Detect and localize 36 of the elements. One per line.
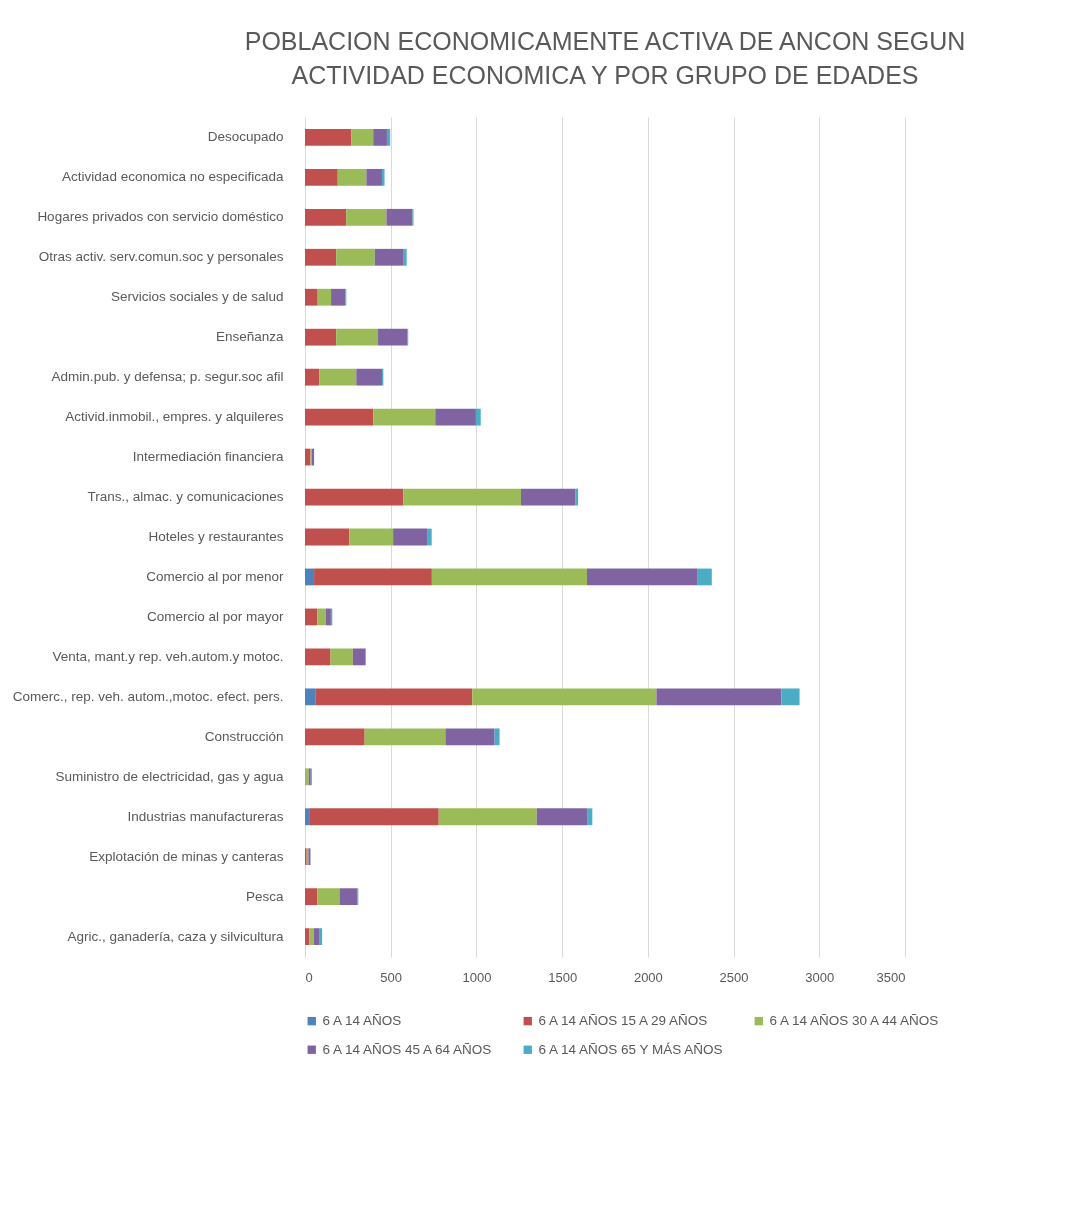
y-tick-label: Servicios sociales y de salud [110,289,284,305]
y-tick-label: Activid.inmobil., empres. y alquileres [65,409,284,425]
x-tick-label: 1500 [548,969,578,985]
y-tick-label: Explotación de minas y canteras [89,848,284,864]
y-tick-label: Hogares privados con servicio doméstico [37,209,284,225]
x-tick-label: 2000 [633,969,663,985]
y-tick-label: Construcción [204,728,284,744]
legend-label: 6 A 14 AÑOS 65 Y MÁS AÑOS [538,1041,723,1057]
y-tick-label: Actividad economica no especificada [62,169,284,185]
x-tick-label: 2500 [719,969,749,985]
y-tick-label: Suministro de electricidad, gas y agua [55,768,284,784]
legend-label: 6 A 14 AÑOS [322,1013,402,1029]
x-tick-label: 1000 [462,969,492,985]
legend-label: 6 A 14 AÑOS 15 A 29 AÑOS [538,1013,708,1029]
y-tick-label: Industrias manufactureras [127,808,284,824]
x-tick-label: 3000 [805,969,835,985]
y-tick-label: Comerc., rep. veh. autom.,motoc. efect. pers. [12,688,284,704]
y-tick-label: Trans., almac. y comunicaciones [87,489,284,505]
x-tick-label: 500 [380,969,403,985]
text: ACTIVIDAD ECONOMICA Y POR GRUPO DE EDADES [291,61,919,89]
y-tick-label: Enseñanza [215,329,284,345]
y-tick-label: Desocupado [207,129,284,145]
y-tick-label: Pesca [245,888,284,904]
y-tick-label: Hoteles y restaurantes [148,529,284,544]
y-tick-label: Intermediación financiera [132,449,284,465]
y-tick-label: Comercio al por mayor [146,608,284,624]
y-tick-label: Venta, mant.y rep. veh.autom.y motoc. [52,648,284,664]
y-tick-label: Otras activ. serv.comun.soc y personales [38,249,284,265]
legend-label: 6 A 14 AÑOS 45 A 64 AÑOS [322,1041,492,1057]
y-tick-label: Admin.pub. y defensa; p. segur.soc afil [51,369,284,385]
y-tick-label: Comercio al por menor [146,568,284,584]
legend-label: 6 A 14 AÑOS 30 A 44 AÑOS [769,1013,939,1029]
y-tick-label: Agric., ganadería, caza y silvicultura [67,928,284,944]
x-tick-label: 0 [305,969,313,985]
x-tick-label: 3500 [876,969,906,985]
text: POBLACION ECONOMICAMENTE ACTIVA DE ANCON SEGUN [244,27,966,55]
